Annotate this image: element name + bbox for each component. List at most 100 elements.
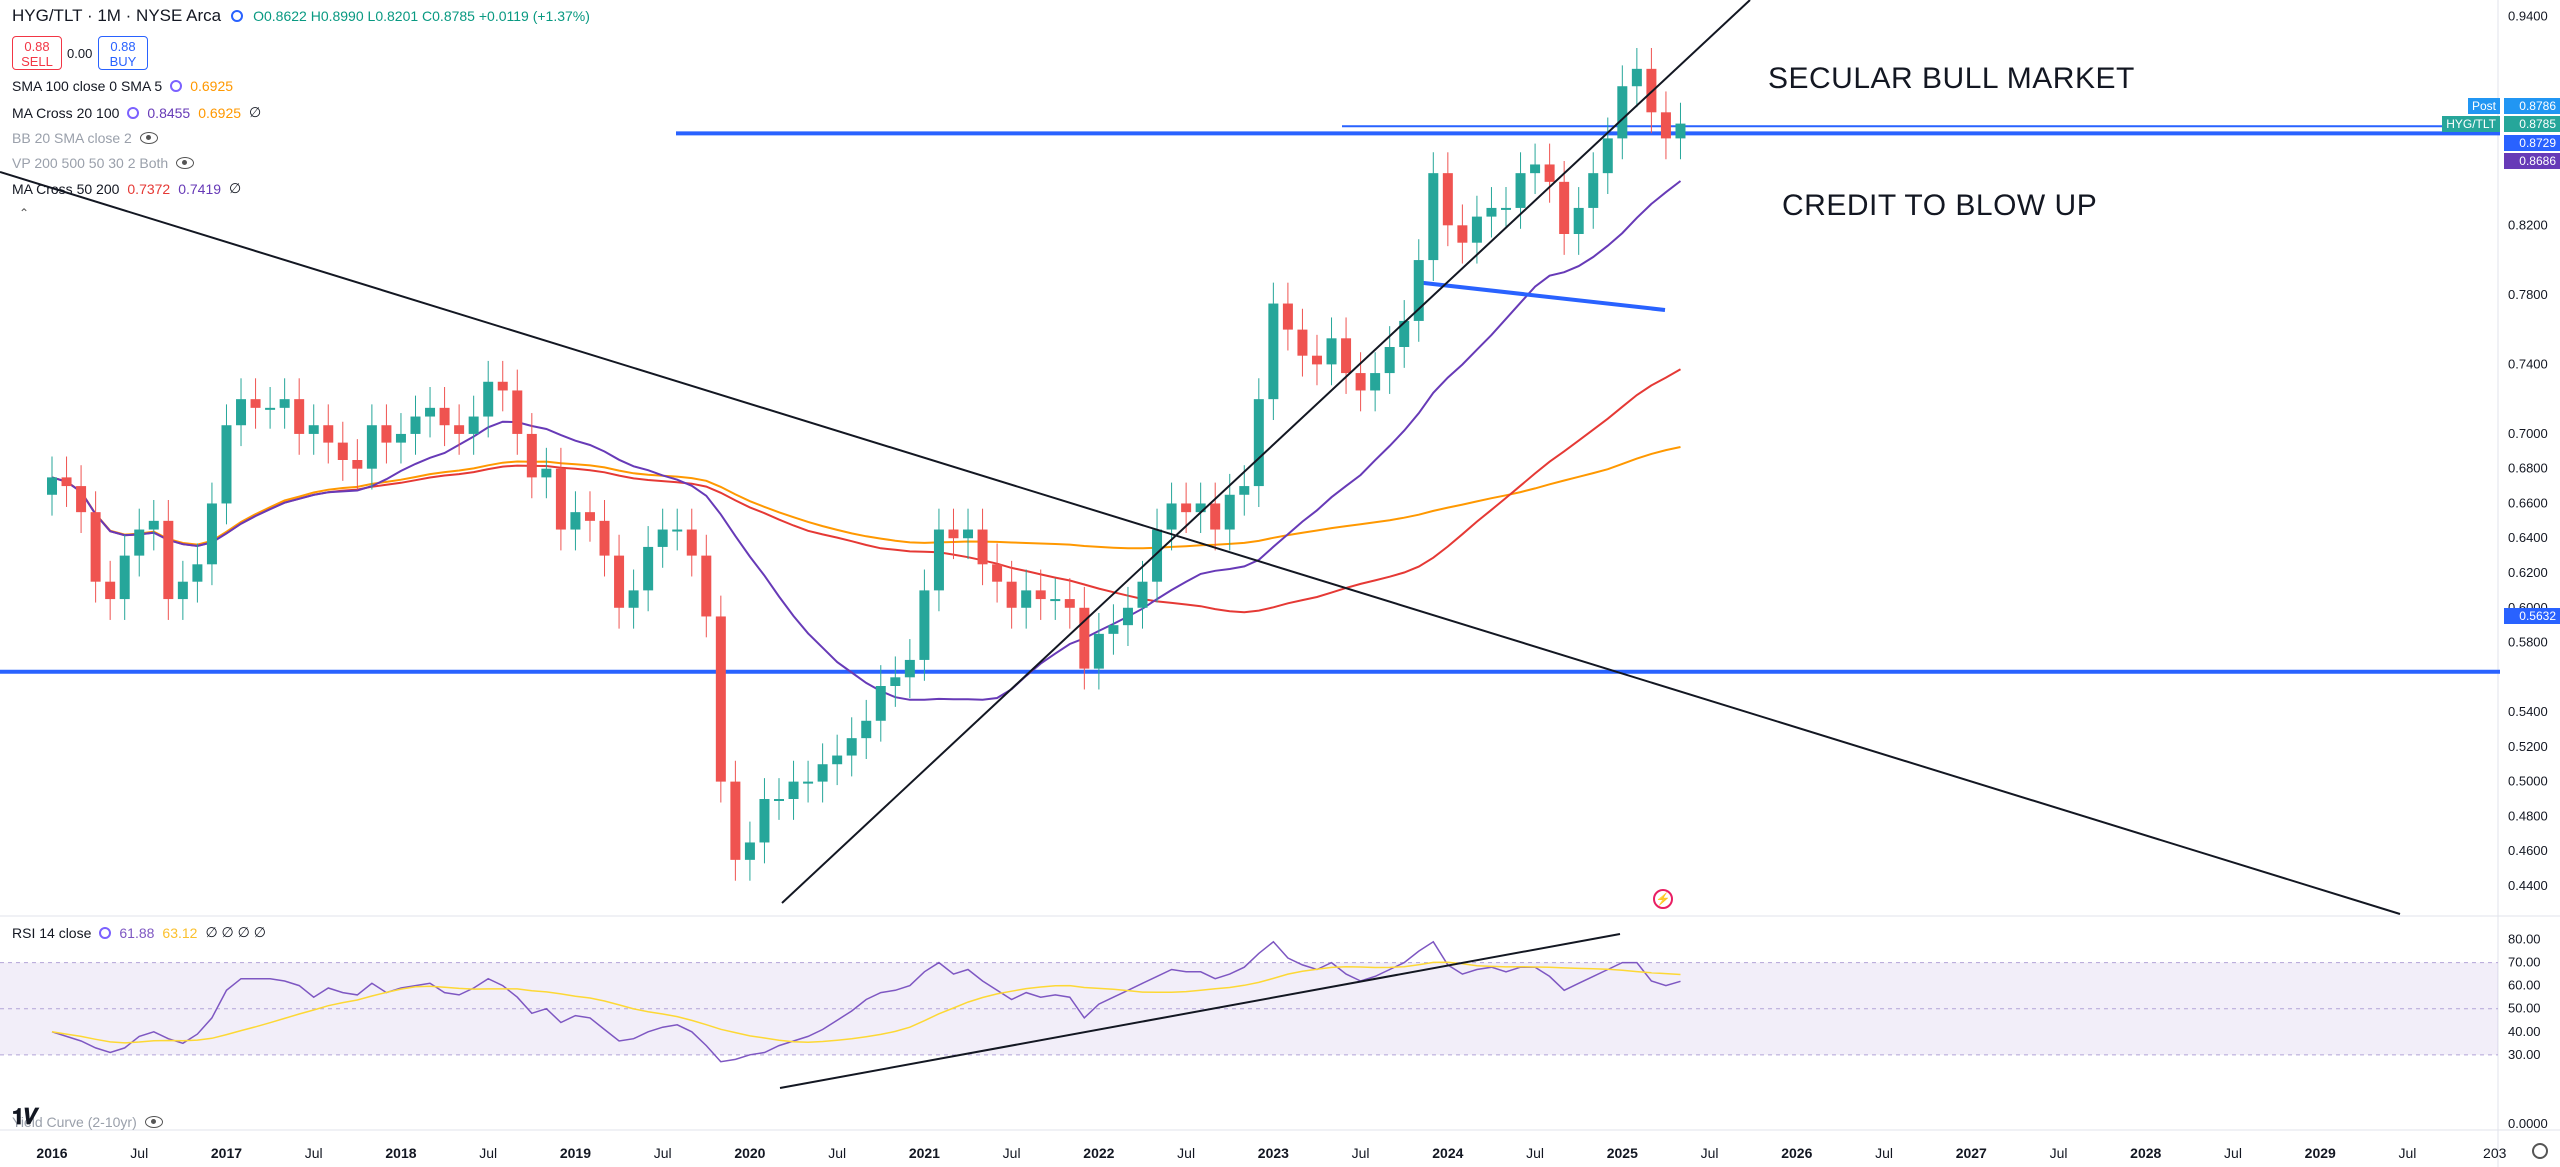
candle-body: [963, 529, 974, 539]
candle-body: [294, 399, 305, 434]
eye-hidden-icon[interactable]: [176, 157, 195, 169]
candle-body: [1341, 338, 1352, 374]
candle-body: [643, 546, 654, 591]
candle-body: [1471, 216, 1482, 243]
candle-body: [774, 799, 784, 801]
candle-body: [366, 425, 377, 469]
price-tick-label: 0.7400: [2508, 356, 2548, 371]
time-tick-label: 2021: [909, 1145, 940, 1161]
tradingview-logo[interactable]: 𝟏𝑽: [12, 1104, 39, 1129]
price-tick-label: 0.5800: [2508, 635, 2548, 650]
candle-body: [61, 477, 72, 487]
post-label: Post: [2467, 98, 2500, 114]
candle-body: [206, 503, 217, 565]
candle-body: [1239, 486, 1250, 495]
candle-body: [846, 738, 857, 756]
settings-icon[interactable]: [170, 80, 183, 92]
candle-body: [1311, 355, 1322, 365]
candle-body: [890, 677, 901, 686]
legend-sma100-value: 0.6925: [190, 78, 234, 94]
buy-button[interactable]: 0.88 BUY: [98, 36, 148, 70]
legend-rsi-label: RSI 14 close: [12, 924, 92, 941]
rsi-tick-label: 80.00: [2508, 932, 2541, 947]
candle-body: [395, 433, 406, 443]
eye-hidden-icon[interactable]: [144, 1116, 163, 1128]
candle-body: [1282, 303, 1293, 330]
candle-body: [1384, 347, 1395, 374]
time-tick-label: 2024: [1432, 1145, 1463, 1161]
candle-body: [817, 764, 828, 782]
settings-icon[interactable]: [2532, 1143, 2548, 1159]
candle-body: [105, 581, 116, 600]
settings-icon[interactable]: [99, 926, 112, 939]
candle-body: [628, 590, 639, 608]
legend-vp[interactable]: VP 200 500 50 30 2 Both: [12, 155, 195, 171]
legend-bb[interactable]: BB 20 SMA close 2: [12, 130, 158, 146]
candle-body: [1195, 503, 1206, 513]
annotation-credit[interactable]: CREDIT TO BLOW UP: [1782, 189, 2098, 222]
settings-icon[interactable]: [127, 106, 140, 119]
candle-body: [744, 842, 755, 860]
candle-body: [1559, 181, 1570, 234]
candle-body: [730, 781, 741, 860]
time-tick-label: 2029: [2305, 1145, 2336, 1161]
candle-body: [512, 390, 523, 434]
ma20-price-tag: 0.8686: [2504, 153, 2560, 169]
candle-body: [1297, 329, 1308, 356]
rsi-tick-label: 60.00: [2508, 978, 2541, 993]
price-tick-label: 0.9400: [2508, 9, 2548, 24]
candle-body: [323, 425, 334, 443]
price-tick-label: 0.7000: [2508, 426, 2548, 441]
candle-body: [803, 781, 814, 784]
uptrend-line: [781, 0, 1751, 904]
candle-body: [904, 659, 915, 678]
candle-body: [468, 416, 479, 434]
ohlc-values: O0.8622 H0.8990 L0.8201 C0.8785 +0.0119 …: [253, 8, 590, 24]
legend-rsi[interactable]: RSI 14 close 61.88 63.12 ∅ ∅ ∅ ∅: [12, 924, 266, 941]
legend-ma100-value: 0.6925: [198, 104, 242, 121]
market-status-icon: [231, 10, 244, 22]
symbol-header: HYG/TLT · 1M · NYSE Arca O0.8622 H0.8990…: [12, 6, 590, 26]
candle-body: [90, 512, 101, 582]
sma100-line: [51, 446, 1681, 550]
time-tick-label: 2026: [1781, 1145, 1812, 1161]
sell-button[interactable]: 0.88 SELL: [12, 36, 62, 70]
sell-label: SELL: [21, 54, 53, 69]
candle-body: [555, 468, 566, 530]
sell-price: 0.88: [24, 39, 50, 54]
candle-body: [250, 399, 261, 408]
time-tick-label: Jul: [1875, 1145, 1893, 1161]
price-tick-label: 0.5000: [2508, 774, 2548, 789]
symbol-title[interactable]: HYG/TLT · 1M · NYSE Arca: [12, 6, 222, 25]
rsi-tick-label: 0.0000: [2508, 1116, 2548, 1131]
time-tick-label: Jul: [654, 1145, 672, 1161]
candle-body: [352, 460, 363, 469]
annotation-bull[interactable]: SECULAR BULL MARKET: [1768, 62, 2135, 95]
collapse-legend-icon[interactable]: ⌃: [18, 206, 30, 220]
legend-ma200-value: 0.7419: [178, 180, 222, 197]
candle-body: [148, 520, 159, 530]
time-tick-label: 2028: [2130, 1145, 2161, 1161]
candle-body: [1530, 164, 1541, 174]
price-tick-label: 0.8200: [2508, 217, 2548, 232]
spread-value: 0.00: [67, 46, 93, 61]
legend-yield-curve[interactable]: Yield Curve (2-10yr): [12, 1114, 163, 1130]
eye-hidden-icon[interactable]: [139, 132, 158, 144]
time-tick-label: Jul: [479, 1145, 497, 1161]
candle-body: [1675, 123, 1686, 139]
legend-ma-cross-50-200[interactable]: MA Cross 50 200 0.7372 0.7419 ∅: [12, 180, 241, 197]
flash-icon[interactable]: ⚡: [1653, 889, 1673, 909]
legend-ma-cross-20-100[interactable]: MA Cross 20 100 0.8455 0.6925 ∅: [12, 104, 261, 121]
candle-body: [1224, 494, 1235, 530]
legend-bb-label: BB 20 SMA close 2: [12, 130, 132, 146]
price-tick-label: 0.4400: [2508, 878, 2548, 893]
time-tick-label: Jul: [1701, 1145, 1719, 1161]
candle-body: [1021, 590, 1032, 608]
legend-yield-curve-label: Yield Curve (2-10yr): [12, 1114, 137, 1130]
symbol-label-tag: HYG/TLT: [2442, 116, 2500, 132]
legend-sma100[interactable]: SMA 100 close 0 SMA 5 0.6925: [12, 78, 233, 94]
time-tick-label: Jul: [828, 1145, 846, 1161]
candle-body: [439, 407, 450, 426]
